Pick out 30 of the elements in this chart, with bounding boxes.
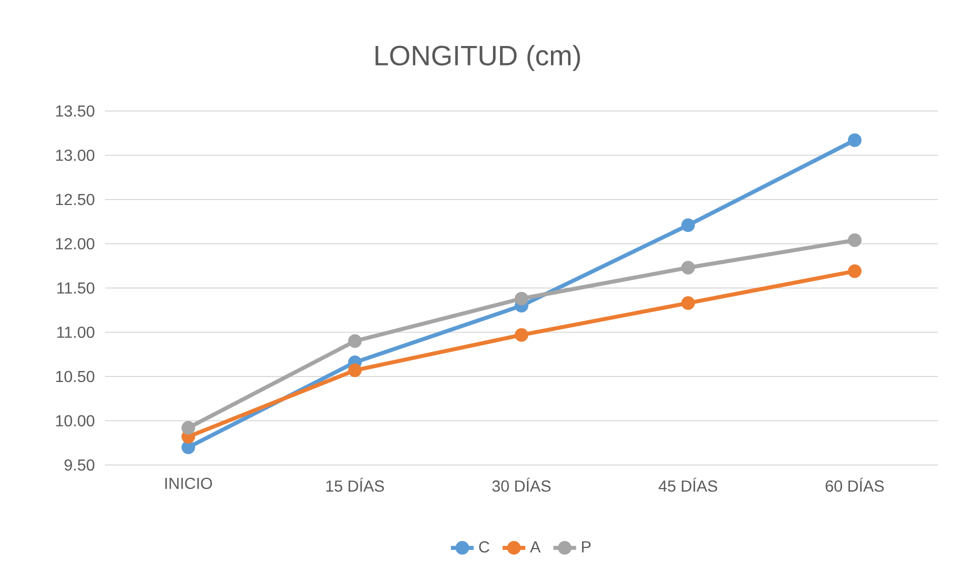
y-tick-label: 13.00: [56, 150, 94, 161]
chart-title: LONGITUD (cm): [376, 44, 580, 72]
point: [681, 218, 695, 232]
point: [348, 334, 362, 348]
x-tick-label: 15 DÍAS: [326, 478, 384, 492]
x-tick-label: 30 DÍAS: [492, 478, 551, 492]
x-tick-label: INICIO: [165, 478, 212, 490]
point: [681, 260, 695, 274]
y-tick-label: 11.00: [57, 326, 94, 338]
y-tick-label: 10.00: [56, 415, 94, 426]
point: [182, 421, 196, 435]
legend-label: P: [582, 541, 591, 552]
legend-label: A: [530, 541, 541, 552]
point: [848, 264, 862, 278]
point: [848, 133, 862, 148]
x-tick-label: 45 DÍAS: [658, 478, 718, 492]
point: [514, 292, 528, 306]
point: [182, 440, 196, 454]
y-tick-label: 10.50: [56, 370, 94, 382]
point: [348, 364, 362, 378]
point: [848, 233, 862, 248]
y-tick-label: 12.50: [56, 194, 94, 206]
x-tick-label: 60 DÍAS: [826, 478, 884, 492]
y-tick-label: 9.50: [64, 459, 94, 471]
legend-label: C: [479, 541, 490, 553]
y-tick-label: 12.00: [56, 238, 94, 250]
y-tick-label: 11.50: [57, 282, 94, 294]
point: [681, 296, 695, 310]
y-tick-label: 13.50: [56, 105, 94, 117]
point: [514, 328, 528, 342]
